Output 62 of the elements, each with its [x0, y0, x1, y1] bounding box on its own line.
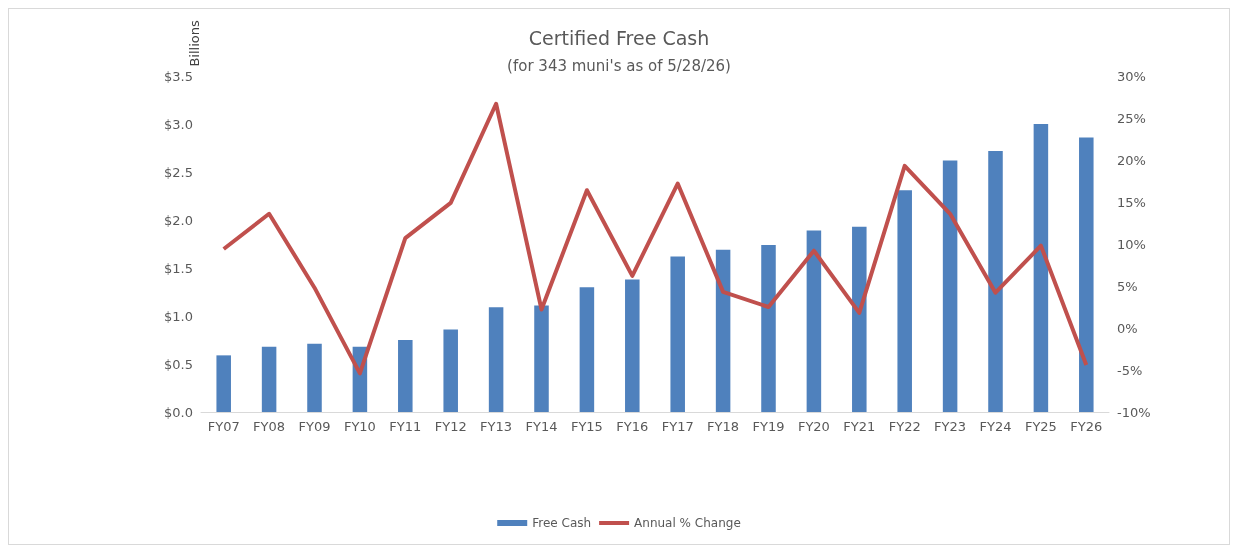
y2-tick-label: 20%	[1117, 152, 1146, 168]
y2-tick-label: 25%	[1117, 110, 1146, 126]
chart-title: Certified Free Cash	[528, 26, 710, 49]
x-tick-label: FY10	[343, 419, 376, 434]
bar	[579, 287, 595, 412]
y-tick-label: $2.0	[164, 212, 193, 228]
x-tick-label: FY13	[480, 419, 513, 434]
x-tick-label: FY19	[752, 419, 785, 434]
bar	[398, 340, 413, 412]
x-tick-label: FY14	[525, 419, 558, 434]
bar	[806, 230, 822, 412]
bar	[307, 343, 322, 412]
y-tick-label: $2.5	[164, 164, 193, 180]
bar	[534, 305, 549, 412]
chart-subtitle: (for 343 muni's as of 5/28/26)	[507, 56, 731, 75]
y-tick-label: $3.0	[164, 116, 193, 132]
legend-label: Free Cash	[532, 516, 592, 530]
x-tick-label: FY15	[570, 419, 603, 434]
y-axis-title: Billions	[187, 20, 202, 67]
y2-tick-label: 5%	[1117, 278, 1138, 294]
x-tick-label: FY21	[843, 419, 876, 434]
bar	[443, 329, 458, 412]
bar	[488, 307, 504, 412]
x-tick-label: FY23	[934, 419, 967, 434]
y-tick-label: $1.0	[164, 308, 193, 324]
bar	[670, 256, 685, 412]
x-tick-label: FY18	[707, 419, 740, 434]
bar	[715, 249, 731, 412]
y2-tick-label: 0%	[1117, 320, 1138, 336]
bar	[761, 244, 776, 412]
legend-label: Annual % Change	[634, 516, 741, 530]
y2-tick-label: -5%	[1117, 362, 1143, 378]
x-tick-label: FY25	[1024, 419, 1057, 434]
x-tick-label: FY24	[979, 419, 1012, 434]
line-series	[221, 101, 1089, 376]
y-tick-label: $3.5	[164, 68, 193, 84]
bar	[625, 279, 640, 412]
x-tick-label: FY11	[389, 419, 422, 434]
x-tick-label: FY12	[434, 419, 467, 434]
x-tick-label: FY08	[253, 419, 286, 434]
x-tick-label: FY16	[616, 419, 649, 434]
bar	[988, 150, 1003, 412]
bar	[942, 160, 958, 412]
bar	[1079, 137, 1094, 412]
y-tick-label: $0.0	[164, 404, 193, 420]
y-tick-label: $0.5	[164, 356, 193, 372]
y2-tick-label: 30%	[1117, 68, 1146, 84]
y2-tick-label: 10%	[1117, 236, 1146, 252]
bar	[1033, 124, 1049, 412]
x-tick-label: FY17	[661, 419, 694, 434]
bar	[261, 346, 277, 412]
x-tick-label: FY22	[888, 419, 921, 434]
bar	[216, 355, 231, 412]
bar	[852, 226, 867, 412]
x-tick-label: FY20	[797, 419, 830, 434]
y2-tick-label: -10%	[1117, 404, 1151, 420]
x-tick-label: FY09	[298, 419, 331, 434]
x-tick-label: FY07	[207, 419, 240, 434]
y2-tick-label: 15%	[1117, 194, 1146, 210]
bar	[897, 190, 912, 412]
x-tick-label: FY26	[1070, 419, 1103, 434]
y-tick-label: $1.5	[164, 260, 193, 276]
